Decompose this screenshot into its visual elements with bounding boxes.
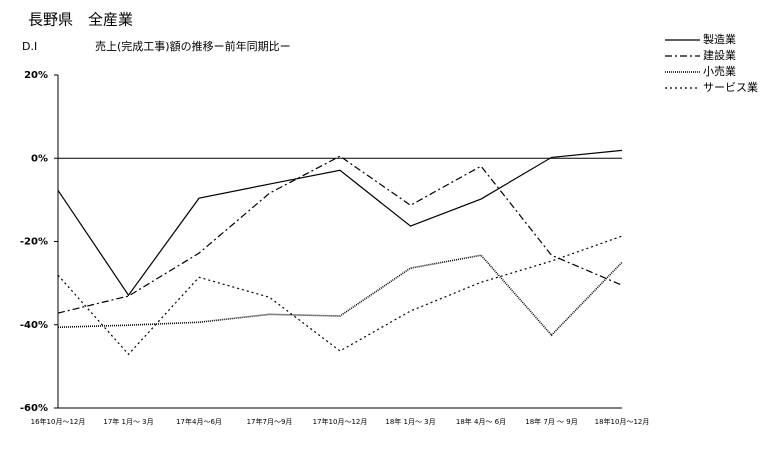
x-tick-label: 17年10月～12月 [313,417,368,426]
x-tick-label: 18年 1月～ 3月 [385,417,435,426]
x-tick-label: 17年4月～6月 [176,417,222,426]
series-line [57,254,623,337]
y-tick-label: 0% [31,153,48,164]
y-tick-label: -60% [20,403,48,414]
page-heading: 長野県 全産業 [28,11,133,29]
y-tick-label: -40% [20,320,48,331]
x-tick-label: 18年10月～12月 [595,417,650,426]
legend-label: 製造業 [703,32,736,46]
series-line [57,149,623,297]
x-tick-label: 17年 1月～ 3月 [103,417,153,426]
chart-title: 売上(完成工事)額の推移ー前年同期比ー [95,39,291,53]
y-axis-label: D.I [22,40,37,53]
series-line [57,155,623,314]
y-tick-label: 20% [24,70,48,81]
series-line [57,235,623,356]
y-tick-label: -20% [20,237,48,248]
x-tick-label: 18年 4月～ 6月 [456,417,506,426]
x-tick-label: 16年10月～12月 [31,417,86,426]
x-tick-label: 17年7月～9月 [247,417,293,426]
legend-label: 小売業 [703,65,736,78]
legend-label: サービス業 [703,81,758,94]
legend-label: 建設業 [703,48,736,62]
x-tick-label: 18年 7月 ～ 9月 [525,417,578,426]
